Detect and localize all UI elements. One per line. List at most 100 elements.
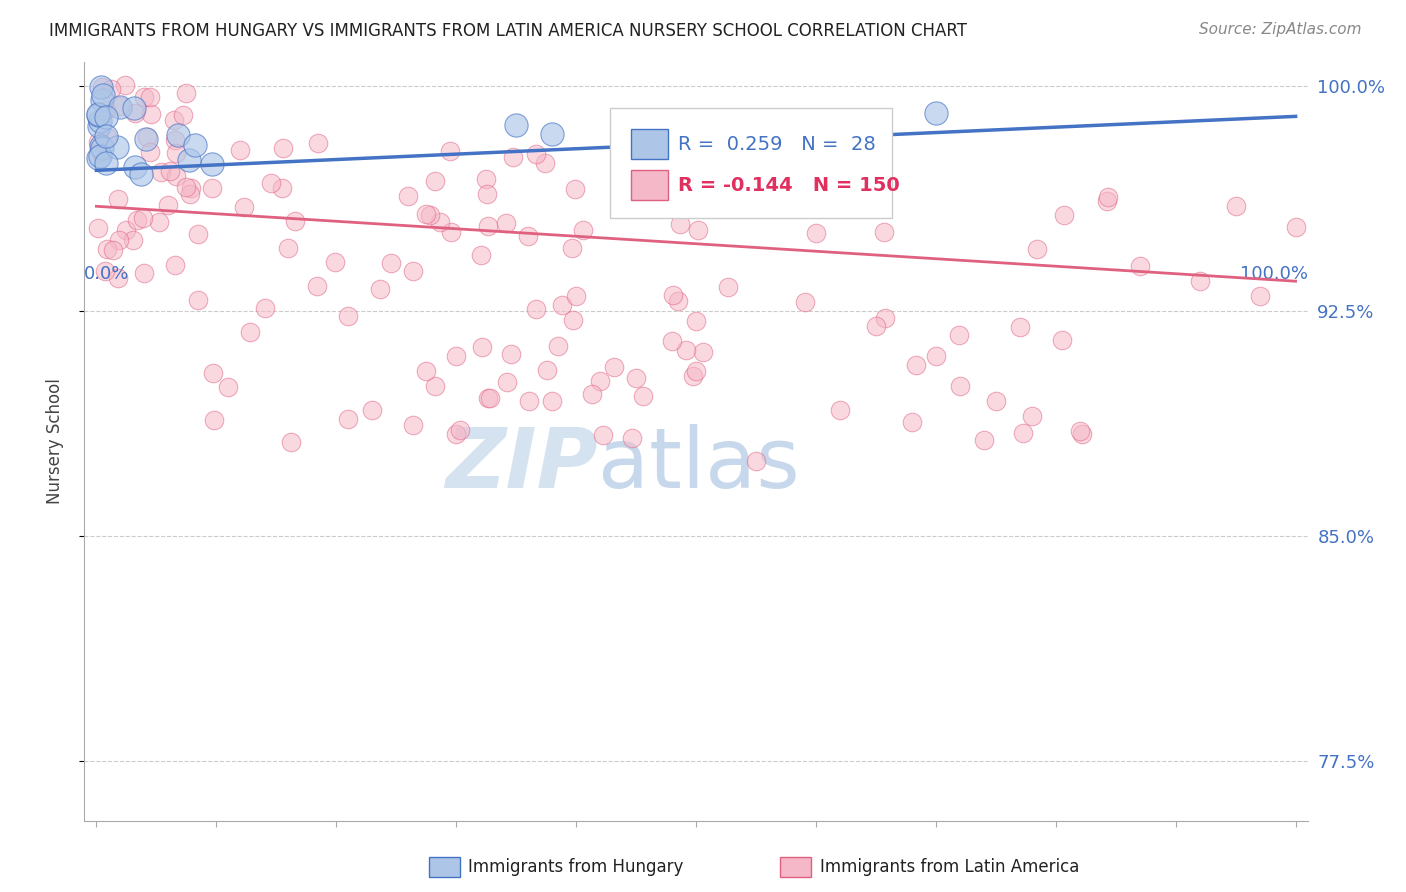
Point (501, 346, 523, 360)
Point (477, 391, 499, 405)
Point (165, 169, 187, 183)
Text: IMMIGRANTS FROM HUNGARY VS IMMIGRANTS FROM LATIN AMERICA NURSERY SCHOOL CORRELAT: IMMIGRANTS FROM HUNGARY VS IMMIGRANTS FR… (49, 22, 967, 40)
Point (108, 100, 131, 114)
Point (179, 187, 201, 202)
Point (1188, 274, 1211, 288)
Point (124, 101, 146, 115)
Point (1050, 334, 1073, 348)
Text: R = -0.144   N = 150: R = -0.144 N = 150 (678, 176, 900, 194)
Point (1097, 190, 1119, 204)
Point (984, 394, 1007, 409)
Point (323, 255, 346, 269)
Point (132, 266, 155, 280)
Point (624, 371, 647, 385)
Point (103, 244, 125, 258)
Point (495, 217, 517, 231)
Point (565, 289, 588, 303)
Point (1095, 194, 1118, 208)
Point (163, 132, 186, 146)
Point (360, 403, 382, 417)
Point (562, 313, 585, 327)
Point (948, 327, 970, 342)
Point (477, 187, 499, 202)
Point (423, 174, 446, 188)
Point (517, 394, 540, 409)
Point (91, 93, 114, 107)
Text: atlas: atlas (598, 424, 800, 505)
Point (495, 375, 517, 389)
Point (547, 339, 569, 353)
Point (229, 143, 252, 157)
Point (163, 258, 186, 272)
Point (89, 114, 111, 128)
Point (686, 222, 709, 236)
Point (505, 119, 527, 133)
Text: 0.0%: 0.0% (84, 265, 129, 283)
Point (561, 242, 583, 256)
Point (91, 79, 114, 94)
Point (524, 147, 547, 161)
Point (1010, 320, 1032, 334)
Point (536, 363, 558, 377)
Point (661, 288, 683, 302)
Point (865, 319, 887, 334)
Point (471, 340, 494, 354)
Text: ZIP: ZIP (446, 424, 598, 505)
Point (1129, 259, 1152, 273)
Point (180, 180, 202, 194)
Point (336, 412, 359, 426)
Point (477, 219, 499, 233)
Point (1284, 220, 1306, 235)
Point (271, 141, 294, 155)
Point (666, 294, 689, 309)
Point (139, 145, 162, 160)
Point (201, 157, 224, 171)
Point (1053, 209, 1076, 223)
Point (233, 200, 256, 214)
Point (685, 314, 707, 328)
Point (439, 145, 461, 159)
Point (564, 182, 586, 196)
Point (631, 389, 654, 403)
Point (89, 149, 111, 163)
Point (183, 137, 205, 152)
Point (125, 213, 148, 227)
Point (551, 298, 574, 312)
Point (1249, 289, 1271, 303)
Point (502, 150, 524, 164)
Point (904, 358, 927, 372)
Point (91, 88, 114, 103)
Text: Immigrants from Latin America: Immigrants from Latin America (820, 858, 1078, 876)
Point (259, 176, 281, 190)
Text: Source: ZipAtlas.com: Source: ZipAtlas.com (1198, 22, 1361, 37)
Point (134, 132, 156, 146)
Point (1026, 242, 1049, 256)
Point (105, 139, 128, 153)
Point (87, 107, 110, 121)
Point (96, 242, 118, 256)
Point (828, 403, 851, 417)
Point (336, 309, 359, 323)
Point (1021, 409, 1043, 423)
Point (429, 214, 451, 228)
Point (100, 82, 122, 96)
Point (419, 208, 441, 222)
Point (108, 98, 131, 112)
Point (139, 106, 162, 120)
Point (621, 431, 644, 445)
Point (1012, 425, 1035, 440)
Point (217, 380, 239, 394)
Point (661, 334, 683, 348)
Point (280, 434, 302, 449)
Point (685, 364, 707, 378)
Point (107, 192, 129, 206)
Point (179, 153, 201, 167)
Point (87, 135, 110, 149)
Bar (631, 129, 668, 160)
Point (925, 349, 948, 363)
FancyBboxPatch shape (610, 108, 891, 218)
Point (745, 454, 768, 468)
Point (692, 345, 714, 359)
Point (124, 106, 146, 120)
Point (581, 387, 603, 401)
